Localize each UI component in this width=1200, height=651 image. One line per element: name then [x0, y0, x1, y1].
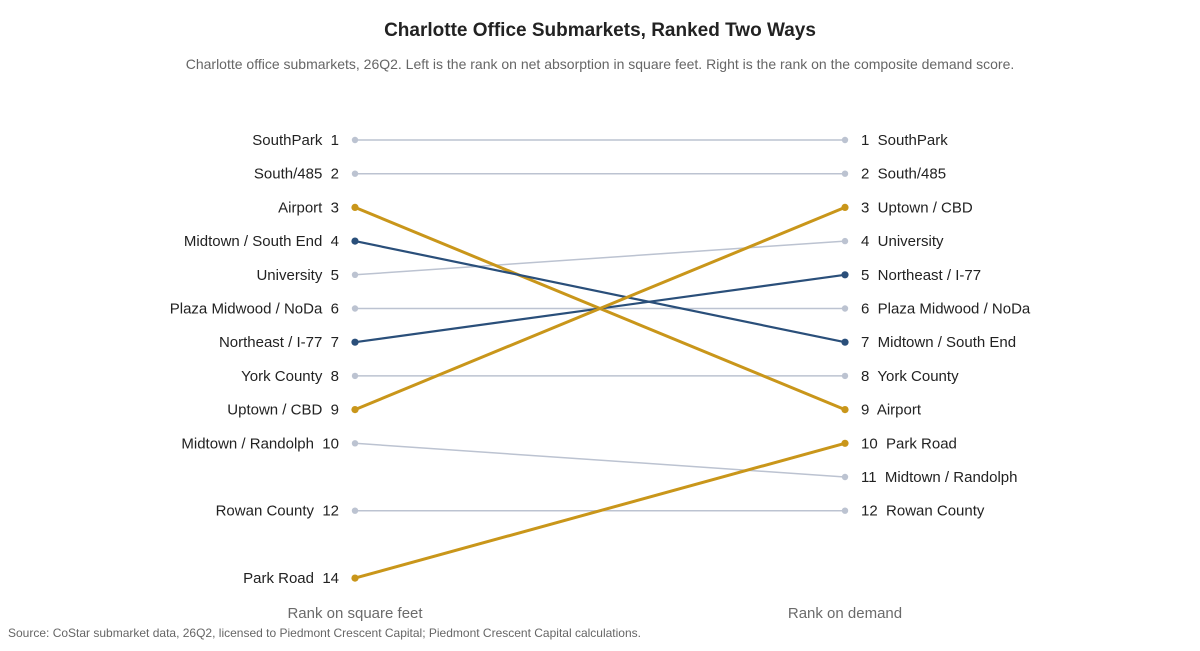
- labels-layer: SouthPark 1 1 SouthPark South/485 2 2 South…: [170, 132, 1031, 587]
- right-point-south-485: [841, 170, 849, 177]
- right-point-park-road: [841, 439, 849, 447]
- chart-subtitle: Charlotte office submarkets, 26Q2. Left …: [185, 56, 1015, 72]
- right-label-park-road: 10 Park Road: [861, 435, 957, 452]
- left-point-uptown-cbd: [351, 406, 359, 414]
- right-label-midtown-south-end: 7 Midtown / South End: [861, 334, 1016, 351]
- left-label-airport: Airport 3: [278, 199, 339, 216]
- right-point-uptown-cbd: [841, 203, 849, 211]
- lines-highlight-layer: [351, 203, 849, 582]
- right-label-south-485: 2 South/485: [861, 166, 946, 183]
- left-label-midtown-randolph: Midtown / Randolph 10: [181, 435, 339, 452]
- right-point-midtown-south-end: [841, 338, 849, 346]
- right-label-uptown-cbd: 3 Uptown / CBD: [861, 199, 973, 216]
- right-label-plaza-midwood-noda: 6 Plaza Midwood / NoDa: [861, 301, 1031, 318]
- left-point-park-road: [351, 574, 359, 582]
- left-label-southpark: SouthPark 1: [252, 132, 339, 149]
- left-point-southpark: [351, 136, 359, 144]
- left-point-midtown-randolph: [351, 440, 359, 447]
- right-point-rowan-county: [841, 507, 849, 514]
- lines-gray-layer: [351, 136, 849, 514]
- left-point-airport: [351, 203, 359, 211]
- left-point-rowan-county: [351, 507, 359, 514]
- right-label-northeast-i-77: 5 Northeast / I-77: [861, 267, 981, 284]
- right-label-university: 4 University: [861, 233, 944, 250]
- right-label-rowan-county: 12 Rowan County: [861, 503, 985, 520]
- right-point-plaza-midwood-noda: [841, 305, 849, 312]
- left-label-york-county: York County 8: [241, 368, 339, 385]
- left-label-midtown-south-end: Midtown / South End 4: [184, 233, 339, 250]
- left-point-york-county: [351, 372, 359, 380]
- right-point-midtown-randolph: [841, 473, 849, 481]
- left-point-plaza-midwood-noda: [351, 305, 359, 312]
- left-label-uptown-cbd: Uptown / CBD 9: [227, 402, 339, 419]
- right-label-midtown-randolph: 11 Midtown / Randolph: [861, 469, 1017, 486]
- left-point-northeast-i-77: [351, 338, 359, 346]
- slope-line-uptown-cbd: [353, 205, 847, 412]
- right-point-northeast-i-77: [841, 271, 849, 279]
- left-label-northeast-i-77: Northeast / I-77 7: [219, 334, 339, 351]
- right-label-york-county: 8 York County: [861, 368, 959, 385]
- left-label-plaza-midwood-noda: Plaza Midwood / NoDa 6: [170, 301, 339, 318]
- left-label-park-road: Park Road 14: [243, 570, 339, 587]
- left-label-university: University 5: [256, 267, 339, 284]
- right-point-southpark: [841, 136, 849, 144]
- right-point-university: [841, 237, 849, 245]
- slope-line-university: [354, 240, 846, 276]
- left-point-south-485: [351, 170, 359, 177]
- left-point-midtown-south-end: [351, 237, 359, 245]
- slope-line-midtown-south-end: [353, 240, 847, 344]
- left-axis-label: Rank on square feet: [287, 605, 423, 622]
- left-point-university: [351, 271, 359, 278]
- right-point-airport: [841, 406, 849, 414]
- source-note: Source: CoStar submarket data, 26Q2, lic…: [8, 626, 641, 640]
- left-label-rowan-county: Rowan County 12: [216, 503, 339, 520]
- slope-line-midtown-randolph: [354, 442, 846, 478]
- right-label-southpark: 1 SouthPark: [861, 132, 948, 149]
- right-axis-label: Rank on demand: [788, 605, 902, 622]
- right-point-york-county: [841, 372, 849, 380]
- slope-line-park-road: [353, 441, 847, 580]
- left-label-south-485: South/485 2: [254, 166, 339, 183]
- chart-title: Charlotte Office Submarkets, Ranked Two …: [384, 20, 816, 41]
- right-label-airport: 9 Airport: [861, 402, 922, 419]
